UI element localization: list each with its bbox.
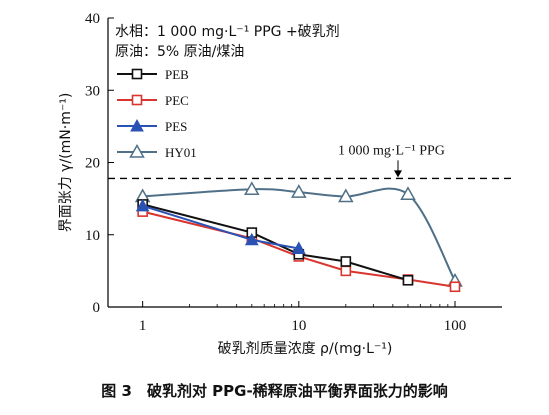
x-axis-label: 破乳剂质量浓度 ρ/(mg·L⁻¹) [218, 341, 393, 357]
data-point-peb [340, 256, 352, 267]
y-axis-label: 界面张力 γ/(mN·m⁻¹) [58, 93, 74, 233]
data-point-hy01 [291, 184, 307, 198]
legend: PEB PEC PES HY01 [117, 67, 197, 160]
x-tick-label: 100 [444, 318, 467, 334]
y-tick-label: 10 [85, 228, 100, 244]
data-point-hy01 [338, 188, 354, 203]
legend-label-pec: PEC [165, 93, 189, 108]
y-tick-label: 20 [85, 156, 100, 172]
legend-label-pes: PES [165, 119, 187, 134]
data-point-pec [340, 265, 352, 277]
y-tick-label: 30 [85, 83, 100, 99]
legend-marker-hy01 [129, 143, 145, 158]
legend-marker-pec [131, 94, 143, 106]
data-point-pes [244, 232, 259, 246]
data-point-pec [449, 281, 461, 293]
data-point-pes [135, 198, 150, 212]
legend-marker-pes [130, 118, 144, 132]
data-point-hy01 [244, 181, 260, 195]
reference-line-group: 1 000 mg·L⁻¹ PPG [108, 143, 514, 180]
data-point-peb [402, 274, 414, 286]
legend-label-peb: PEB [165, 67, 189, 82]
x-tick-label: 1 [139, 318, 147, 334]
condition-aqueous: 水相：1 000 mg·L⁻¹ PPG +破乳剂 [115, 24, 340, 40]
figure-caption: 图 3 破乳剂对 PPG-稀释原油平衡界面张力的影响 [101, 382, 448, 400]
legend-marker-peb [131, 68, 143, 80]
series-line-hy01 [142, 187, 456, 282]
series-line-pes [142, 204, 299, 250]
y-tick-label: 40 [85, 11, 100, 27]
series-group [134, 181, 463, 293]
y-tick-label: 0 [93, 300, 101, 316]
data-point-hy01 [400, 186, 416, 201]
series-line-peb [142, 203, 409, 282]
chart: 0 10 20 30 40 1 10 100 破乳剂质量浓度 ρ/(mg·L⁻¹) 界面张力 γ/… [58, 11, 514, 357]
legend-label-hy01: HY01 [165, 145, 197, 160]
data-point-pes [291, 241, 306, 254]
reference-line-label: 1 000 mg·L⁻¹ PPG [338, 143, 445, 158]
reference-arrow-head [394, 170, 402, 178]
x-tick-label: 10 [291, 318, 306, 334]
axes: 0 10 20 30 40 1 10 100 破乳剂质量浓度 ρ/(mg·L⁻¹) 界面张力 γ/… [58, 11, 502, 357]
condition-oil: 原油：5% 原油/煤油 [115, 44, 244, 60]
